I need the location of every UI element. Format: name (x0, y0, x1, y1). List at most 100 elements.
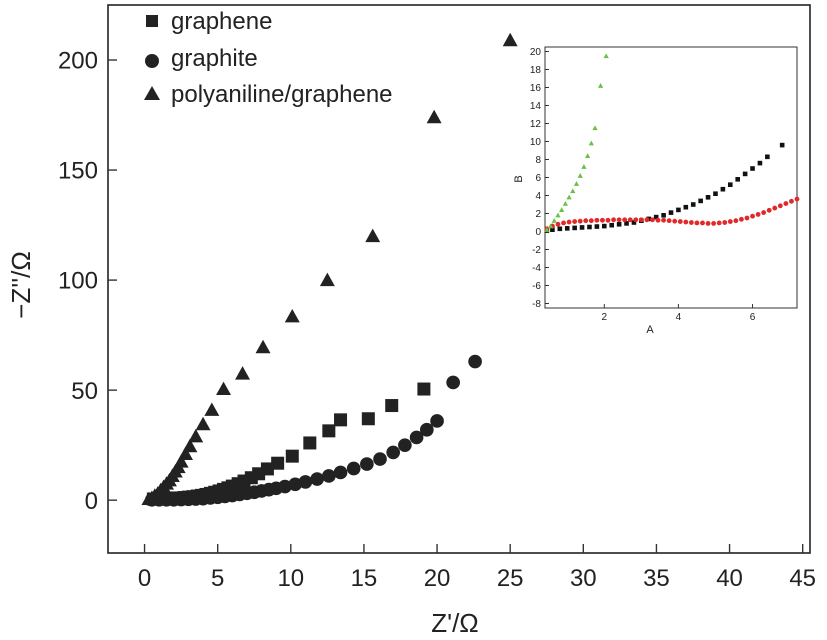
main-graphene-point (285, 449, 299, 463)
inset-graphene-point (698, 198, 703, 204)
inset-graphite-point (744, 215, 750, 221)
inset-graphene-point (735, 177, 741, 182)
main-graphene-point (417, 382, 431, 396)
inset-graphite-point (622, 217, 628, 223)
inset-y-tick-label: 14 (530, 101, 542, 112)
inset-graphite-point (727, 219, 733, 225)
inset-polyaniline-graphene-point (551, 218, 557, 223)
main-polyaniline-graphene-point (319, 272, 335, 287)
inset-graphite-point (789, 198, 794, 204)
inset-x-axis-label: A (646, 324, 654, 336)
main-graphite-point (409, 430, 424, 445)
main-polyaniline-graphene-point (255, 339, 271, 354)
inset-graphene-point (616, 222, 622, 227)
main-graphite-point (322, 469, 336, 483)
legend-item-graphite: graphite (145, 45, 258, 72)
inset-y-tick-label: 2 (535, 209, 541, 220)
main-x-tick-label: 25 (497, 565, 524, 592)
main-x-tick-label: 35 (643, 565, 670, 592)
main-graphite-point (430, 414, 444, 428)
inset-graphene-point (742, 171, 748, 177)
inset-polyaniline-graphene-point (597, 83, 604, 88)
main-polyaniline-graphene-point (235, 366, 251, 380)
inset-graphite-point (616, 217, 622, 223)
main-x-tick-label: 15 (351, 565, 378, 592)
main-polyaniline-graphene-point (195, 416, 211, 431)
inset-y-tick-label: 12 (530, 119, 542, 130)
main-graphite-point (446, 375, 460, 390)
inset-graphite-point (677, 219, 683, 225)
inset-chart: 2 4 6 -8 -6 -4 -2 0 2 4 6 8 10 12 14 16 18 20 A B (513, 46, 800, 336)
main-x-tick-label: 0 (138, 565, 151, 592)
main-data-series (141, 32, 518, 507)
inset-graphite-point (600, 217, 605, 223)
main-y-axis-label: −Z''/Ω (6, 251, 36, 319)
inset-graphene-point (713, 191, 718, 196)
inset-graphene-point (557, 226, 563, 232)
main-y-tick-label: 150 (58, 158, 98, 185)
main-x-tick-label: 45 (789, 565, 816, 592)
inset-polyaniline-graphene-point (577, 173, 583, 178)
inset-graphene-point (564, 226, 570, 231)
inset-x-tick-label: 4 (676, 312, 682, 323)
main-y-tick-label: 100 (58, 268, 98, 295)
inset-graphite-point (672, 218, 678, 224)
main-x-tick-label: 5 (211, 565, 224, 592)
inset-graphite-point (638, 217, 644, 223)
inset-graphite-point (711, 220, 717, 226)
inset-y-tick-label: -8 (532, 299, 541, 310)
inset-graphene-point (705, 195, 711, 200)
inset-graphene-point (594, 224, 600, 229)
inset-y-tick-label: 4 (535, 191, 541, 202)
inset-graphite-point (772, 205, 778, 211)
inset-graphene-point (601, 223, 607, 229)
main-polyaniline-graphene-point (178, 446, 193, 460)
inset-graphene-point (550, 227, 555, 232)
inset-data-series (544, 53, 800, 233)
inset-graphene-point (765, 154, 770, 160)
inset-graphene-point (727, 182, 733, 187)
main-polyaniline-graphene-point (216, 381, 232, 396)
legend-triangle-marker (144, 86, 160, 100)
inset-graphite-point (761, 210, 767, 216)
inset-polyaniline-graphene-point (573, 181, 580, 186)
legend-square-marker (146, 15, 158, 27)
inset-plot-frame (544, 46, 798, 309)
inset-axis-ticks: 2 4 6 -8 -6 -4 -2 0 2 4 6 8 10 12 14 16 18 20 (530, 47, 756, 323)
inset-graphite-point (555, 221, 561, 227)
inset-polyaniline-graphene-point (559, 207, 565, 213)
inset-y-tick-label: 16 (530, 83, 542, 94)
inset-graphite-point (700, 220, 705, 226)
inset-graphite-point (611, 217, 616, 223)
inset-graphite-point (683, 219, 689, 225)
inset-y-axis-label: B (513, 175, 525, 182)
inset-graphite-point (627, 217, 633, 223)
inset-graphite-point (733, 218, 739, 224)
main-series-polyaniline-graphene (141, 32, 518, 506)
inset-y-tick-label: 0 (535, 227, 541, 238)
inset-graphene-point (609, 222, 615, 228)
inset-graphite-point (661, 217, 667, 223)
legend-item-polyaniline-graphene: polyaniline/graphene (144, 81, 393, 108)
inset-polyaniline-graphene-point (592, 125, 598, 131)
inset-graphite-point (644, 217, 650, 223)
main-y-tick-label: 0 (85, 488, 98, 515)
main-series-graphite (145, 354, 482, 507)
inset-polyaniline-graphene-point (603, 53, 609, 59)
main-y-tick-label: 50 (71, 378, 98, 405)
inset-polyaniline-graphene-point (547, 223, 554, 229)
inset-graphite-point (694, 220, 700, 226)
main-graphite-point (298, 475, 313, 489)
inset-graphite-point (722, 220, 728, 225)
inset-graphite-point (666, 218, 672, 224)
main-x-axis-label: Z'/Ω (431, 608, 479, 638)
legend-label-graphite: graphite (171, 45, 258, 72)
inset-graphite-point (572, 219, 578, 225)
legend: graphene graphite polyaniline/graphene (144, 8, 393, 108)
main-graphite-point (346, 461, 361, 476)
main-polyaniline-graphene-point (502, 32, 518, 47)
inset-graphite-point (777, 203, 783, 209)
main-graphite-point (360, 457, 374, 471)
inset-graphite-point (750, 213, 755, 219)
inset-graphite-point (755, 211, 761, 217)
